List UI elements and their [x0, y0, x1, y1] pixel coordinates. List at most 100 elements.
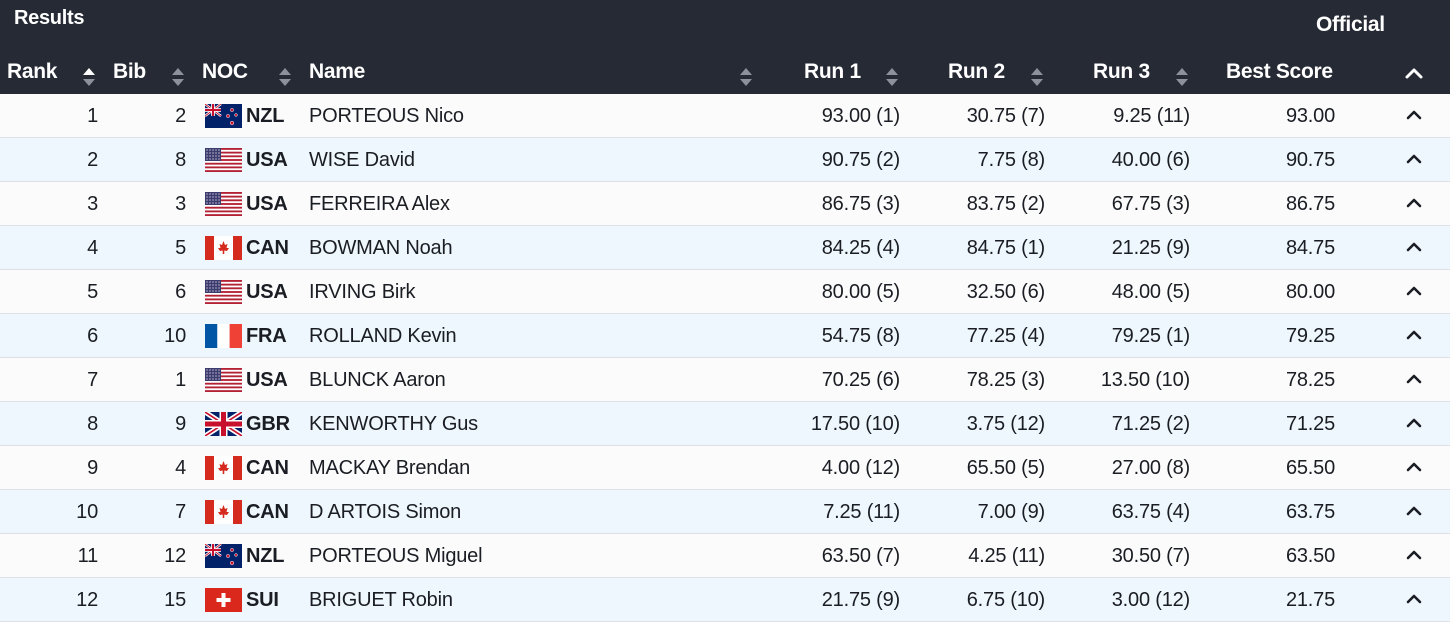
run2-score: 7.75 (8): [977, 149, 1046, 171]
gbr-flag-icon: [205, 412, 242, 436]
can-flag-icon: [205, 500, 242, 524]
best-score: 86.75: [1285, 193, 1335, 215]
chevron-up-icon[interactable]: [1405, 195, 1423, 211]
chevron-up-icon[interactable]: [1405, 283, 1423, 299]
results-title: Results: [14, 7, 85, 29]
table-row[interactable]: 12 15 SUI BRIGUET Robin 21.75 (9) 6.75 (10) 3.…: [0, 578, 1450, 622]
table-row[interactable]: 9 4 CAN MACKAY Brendan 4.00 (12) 65.50 (5) 27.…: [0, 446, 1450, 490]
best-score: 90.75: [1285, 149, 1335, 171]
table-row[interactable]: 8 9 GBR KENWORTHY Gus 17.50 (10) 3.75 (12) 71.…: [0, 402, 1450, 446]
run1-score: 86.75 (3): [821, 193, 900, 215]
collapse-all-chevron-icon[interactable]: [1403, 64, 1425, 82]
run2-score: 84.75 (1): [966, 237, 1045, 259]
athlete-name[interactable]: BLUNCK Aaron: [309, 369, 446, 391]
best-score: 93.00: [1285, 105, 1335, 127]
column-header-run2[interactable]: Run 2: [948, 60, 1005, 83]
bib-cell: 3: [175, 193, 186, 215]
run1-score: 4.00 (12): [821, 457, 900, 479]
run3-score: 67.75 (3): [1111, 193, 1190, 215]
column-header-rank[interactable]: Rank: [7, 60, 58, 83]
can-flag-icon: [205, 236, 242, 260]
table-row[interactable]: 4 5 CAN BOWMAN Noah 84.25 (4) 84.75 (1) 21.25 …: [0, 226, 1450, 270]
best-score: 84.75: [1285, 237, 1335, 259]
noc-cell: GBR: [246, 413, 290, 435]
nzl-flag-icon: [205, 104, 242, 128]
sort-icon-noc[interactable]: [278, 66, 292, 88]
athlete-name[interactable]: MACKAY Brendan: [309, 457, 470, 479]
sort-icon-run1[interactable]: [885, 66, 899, 88]
run2-score: 65.50 (5): [966, 457, 1045, 479]
chevron-up-icon[interactable]: [1405, 107, 1423, 123]
athlete-name[interactable]: BRIGUET Robin: [309, 589, 453, 611]
sort-icon-bib[interactable]: [171, 66, 185, 88]
chevron-up-icon[interactable]: [1405, 239, 1423, 255]
chevron-up-icon[interactable]: [1405, 327, 1423, 343]
athlete-name[interactable]: BOWMAN Noah: [309, 237, 453, 259]
table-row[interactable]: 7 1 USA BLUNCK Aaron 70.25 (6) 78.25 (3) 13.50…: [0, 358, 1450, 402]
bib-cell: 1: [175, 369, 186, 391]
run1-score: 17.50 (10): [810, 413, 900, 435]
column-header-run3[interactable]: Run 3: [1093, 60, 1150, 83]
run3-score: 79.25 (1): [1111, 325, 1190, 347]
chevron-up-icon[interactable]: [1405, 371, 1423, 387]
chevron-up-icon[interactable]: [1405, 459, 1423, 475]
best-score: 80.00: [1285, 281, 1335, 303]
table-row[interactable]: 10 7 CAN D ARTOIS Simon 7.25 (11) 7.00 (9) 63.…: [0, 490, 1450, 534]
chevron-up-icon[interactable]: [1405, 415, 1423, 431]
run1-score: 93.00 (1): [821, 105, 900, 127]
athlete-name[interactable]: ROLLAND Kevin: [309, 325, 457, 347]
run3-score: 48.00 (5): [1111, 281, 1190, 303]
best-score: 63.50: [1285, 545, 1335, 567]
rank-cell: 2: [87, 149, 98, 171]
sui-flag-icon: [205, 588, 242, 612]
sort-icon-rank-active[interactable]: [82, 66, 96, 88]
bib-cell: 4: [175, 457, 186, 479]
table-row[interactable]: 1 2 NZL PORTEOUS Nico 93.00 (1) 30.75 (7) 9.25…: [0, 94, 1450, 138]
results-header: Results Official Rank Bib NOC Name Run 1…: [0, 0, 1450, 94]
chevron-up-icon[interactable]: [1405, 547, 1423, 563]
rank-cell: 4: [87, 237, 98, 259]
table-row[interactable]: 2 8 USA WISE David 90.75 (2) 7.75 (8) 40.00 (6…: [0, 138, 1450, 182]
sort-icon-name[interactable]: [739, 66, 753, 88]
run1-score: 21.75 (9): [821, 589, 900, 611]
athlete-name[interactable]: FERREIRA Alex: [309, 193, 450, 215]
table-row[interactable]: 6 10 FRA ROLLAND Kevin 54.75 (8) 77.25 (4) 79.…: [0, 314, 1450, 358]
run2-score: 6.75 (10): [966, 589, 1045, 611]
usa-flag-icon: [205, 192, 242, 216]
run3-score: 9.25 (11): [1113, 105, 1190, 127]
usa-flag-icon: [205, 280, 242, 304]
chevron-up-icon[interactable]: [1405, 503, 1423, 519]
table-row[interactable]: 5 6 USA IRVING Birk 80.00 (5) 32.50 (6) 48.00 …: [0, 270, 1450, 314]
run1-score: 63.50 (7): [821, 545, 900, 567]
run1-score: 80.00 (5): [821, 281, 900, 303]
athlete-name[interactable]: KENWORTHY Gus: [309, 413, 478, 435]
noc-cell: CAN: [246, 237, 289, 259]
sort-icon-run2[interactable]: [1030, 66, 1044, 88]
rank-cell: 1: [87, 105, 98, 127]
rank-cell: 7: [87, 369, 98, 391]
chevron-up-icon[interactable]: [1405, 591, 1423, 607]
rank-cell: 8: [87, 413, 98, 435]
column-header-best-score[interactable]: Best Score: [1226, 60, 1333, 83]
column-header-run1[interactable]: Run 1: [804, 60, 861, 83]
chevron-up-icon[interactable]: [1405, 151, 1423, 167]
athlete-name[interactable]: D ARTOIS Simon: [309, 501, 462, 523]
column-header-name[interactable]: Name: [309, 60, 365, 83]
run1-score: 90.75 (2): [821, 149, 900, 171]
bib-cell: 10: [164, 325, 186, 347]
column-header-bib[interactable]: Bib: [113, 60, 146, 83]
noc-cell: USA: [246, 369, 288, 391]
athlete-name[interactable]: PORTEOUS Nico: [309, 105, 464, 127]
sort-icon-run3[interactable]: [1175, 66, 1189, 88]
run2-score: 7.00 (9): [977, 501, 1046, 523]
column-header-noc[interactable]: NOC: [202, 60, 248, 83]
table-row[interactable]: 11 12 NZL PORTEOUS Miguel 63.50 (7) 4.25 (11)…: [0, 534, 1450, 578]
fra-flag-icon: [205, 324, 242, 348]
run3-score: 27.00 (8): [1111, 457, 1190, 479]
athlete-name[interactable]: WISE David: [309, 149, 415, 171]
athlete-name[interactable]: PORTEOUS Miguel: [309, 545, 483, 567]
bib-cell: 8: [175, 149, 186, 171]
athlete-name[interactable]: IRVING Birk: [309, 281, 416, 303]
best-score: 21.75: [1285, 589, 1335, 611]
table-row[interactable]: 3 3 USA FERREIRA Alex 86.75 (3) 83.75 (2) 67.7…: [0, 182, 1450, 226]
